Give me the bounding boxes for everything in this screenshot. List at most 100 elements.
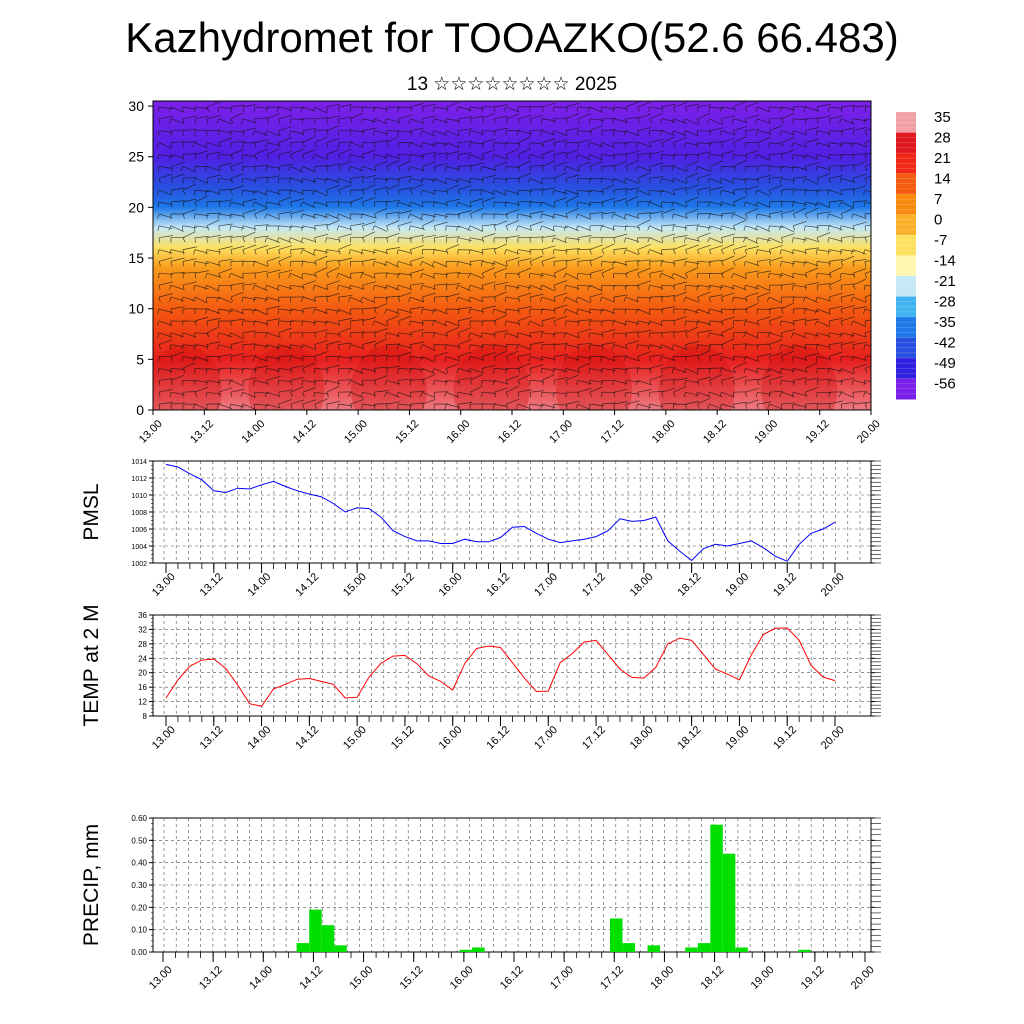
wind-barb bbox=[158, 355, 174, 362]
wind-barb bbox=[696, 130, 712, 136]
wind-barb bbox=[443, 320, 460, 327]
x-tick-label: 13.12 bbox=[198, 724, 226, 752]
wind-barb bbox=[302, 355, 317, 362]
wind-barb bbox=[505, 272, 521, 279]
wind-barb bbox=[529, 293, 544, 303]
wind-barb bbox=[589, 161, 604, 172]
wind-barb bbox=[278, 177, 293, 184]
wind-barb bbox=[193, 106, 209, 112]
wind-barb bbox=[804, 267, 819, 279]
wind-barb bbox=[840, 104, 856, 112]
wind-barb bbox=[804, 386, 819, 398]
wind-barb bbox=[194, 386, 209, 398]
wind-barb bbox=[623, 296, 639, 303]
wind-barb bbox=[348, 344, 364, 350]
wind-barb bbox=[206, 115, 221, 124]
wind-barb bbox=[647, 344, 664, 350]
wind-barb bbox=[745, 101, 759, 112]
wind-barb bbox=[563, 166, 580, 172]
wind-barb bbox=[862, 308, 871, 314]
wind-barb bbox=[433, 283, 449, 291]
wind-barb bbox=[445, 102, 460, 112]
colorbar-swatch bbox=[896, 317, 916, 338]
wind-barb bbox=[182, 391, 197, 398]
wind-barb bbox=[589, 237, 604, 243]
wind-barb bbox=[733, 125, 747, 136]
wind-barb bbox=[277, 368, 293, 374]
wind-barb bbox=[302, 332, 317, 338]
wind-barb bbox=[541, 256, 556, 267]
wind-barb bbox=[613, 401, 628, 410]
wind-barb bbox=[338, 342, 353, 350]
wind-barb bbox=[733, 375, 747, 386]
wind-barb bbox=[218, 162, 233, 172]
wind-barb bbox=[804, 162, 819, 172]
wind-barb bbox=[253, 320, 269, 326]
wind-barb bbox=[362, 231, 376, 243]
wind-barb bbox=[709, 127, 724, 136]
wind-barb bbox=[553, 403, 568, 410]
wind-barb bbox=[266, 305, 281, 314]
wind-barb bbox=[791, 142, 807, 148]
wind-barb bbox=[623, 237, 640, 243]
wind-barb bbox=[816, 403, 832, 410]
wind-barb bbox=[397, 114, 412, 124]
wind-barb bbox=[505, 148, 519, 160]
wind-barb bbox=[804, 353, 819, 362]
wind-barb bbox=[577, 342, 592, 350]
precip-bar bbox=[459, 949, 473, 952]
wind-barb bbox=[564, 344, 580, 350]
wind-barb bbox=[493, 291, 508, 302]
wind-barb bbox=[553, 292, 568, 302]
wind-barb bbox=[804, 117, 820, 124]
wind-barb bbox=[350, 399, 364, 409]
wind-barb bbox=[170, 200, 185, 208]
wind-barb bbox=[816, 378, 832, 386]
wind-barb bbox=[493, 330, 508, 338]
wind-barb bbox=[468, 237, 484, 243]
wind-barb bbox=[409, 154, 425, 160]
wind-barb bbox=[576, 308, 592, 314]
wind-barb bbox=[684, 154, 700, 160]
wind-barb bbox=[409, 183, 424, 195]
wind-barb bbox=[409, 245, 424, 255]
wind-barb bbox=[840, 377, 855, 386]
wind-barb bbox=[863, 284, 871, 291]
wind-barb bbox=[169, 154, 185, 160]
wind-barb bbox=[242, 127, 257, 136]
wind-barb bbox=[601, 243, 615, 255]
wind-barb bbox=[194, 270, 209, 279]
wind-barb bbox=[204, 166, 221, 172]
wind-barb bbox=[565, 257, 580, 267]
wind-barb bbox=[182, 183, 196, 195]
wind-barb bbox=[553, 280, 568, 291]
wind-barb bbox=[649, 130, 664, 136]
wind-barb bbox=[563, 296, 579, 304]
wind-barb bbox=[374, 403, 389, 410]
wind-barb bbox=[421, 292, 436, 303]
wind-barb bbox=[217, 106, 233, 112]
wind-barb bbox=[505, 350, 519, 362]
wind-barb bbox=[230, 161, 245, 172]
wind-barb bbox=[565, 174, 580, 184]
wind-barb bbox=[254, 176, 269, 184]
wind-barb bbox=[326, 267, 340, 278]
precip-bar bbox=[710, 824, 723, 952]
wind-barb bbox=[745, 399, 759, 410]
wind-barb bbox=[181, 332, 197, 338]
wind-barb bbox=[397, 378, 413, 386]
wind-barb bbox=[409, 282, 425, 291]
wind-barb bbox=[481, 196, 496, 207]
wind-barb bbox=[612, 332, 628, 338]
wind-barb bbox=[577, 248, 592, 255]
wind-barb bbox=[541, 138, 556, 148]
x-tick-label: 17.12 bbox=[580, 571, 608, 599]
x-tick-label: 14.12 bbox=[297, 964, 325, 992]
wind-barb bbox=[864, 270, 871, 279]
wind-barb bbox=[338, 379, 353, 386]
x-tick-label: 19.12 bbox=[771, 724, 799, 752]
wind-barb bbox=[541, 245, 556, 255]
precip-bar bbox=[647, 945, 661, 952]
wind-barb bbox=[194, 115, 209, 124]
wind-barb bbox=[278, 211, 293, 219]
